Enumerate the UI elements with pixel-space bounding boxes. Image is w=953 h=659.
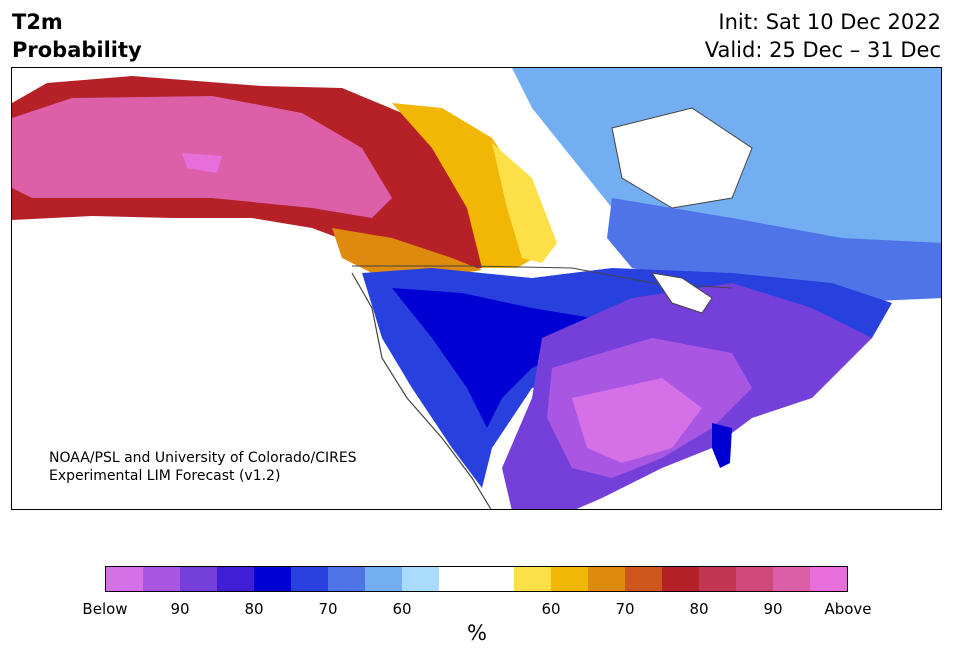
- probability-map: [11, 67, 942, 510]
- forecast-dates: Init: Sat 10 Dec 2022 Valid: 25 Dec – 31…: [705, 8, 941, 64]
- credit-text: NOAA/PSL and University of Colorado/CIRE…: [49, 449, 357, 485]
- colorbar-swatch: [661, 567, 699, 591]
- coastline-west: [351, 272, 492, 509]
- colorbar-tick-label: Above: [824, 600, 872, 618]
- colorbar-tick-label: 80: [689, 600, 709, 618]
- region-florida: [712, 423, 732, 468]
- title-line-1: T2m: [12, 10, 63, 34]
- great-lakes: [650, 272, 713, 314]
- colorbar-tick-label: 90: [763, 600, 783, 618]
- colorbar-tick-label: 60: [392, 600, 412, 618]
- colorbar-swatch: [439, 567, 477, 591]
- colorbar-swatch: [550, 567, 588, 591]
- map-title: T2m Probability: [12, 8, 142, 64]
- colorbar-swatch: [365, 567, 403, 591]
- title-line-2: Probability: [12, 38, 142, 62]
- colorbar-swatch: [143, 567, 181, 591]
- colorbar-tick-label: 70: [318, 600, 338, 618]
- credit-line-2: Experimental LIM Forecast (v1.2): [49, 468, 281, 484]
- colorbar-swatch: [476, 567, 514, 591]
- colorbar-units: %: [467, 621, 487, 645]
- colorbar-tick-label: 70: [615, 600, 635, 618]
- colorbar-tick-label: 90: [170, 600, 190, 618]
- region-prairie-edge: [492, 143, 557, 263]
- colorbar-swatch: [106, 567, 144, 591]
- colorbar-swatch: [402, 567, 440, 591]
- colorbar-swatch: [217, 567, 255, 591]
- credit-line-1: NOAA/PSL and University of Colorado/CIRE…: [49, 450, 357, 466]
- colorbar-swatch: [328, 567, 366, 591]
- colorbar-legend: [105, 566, 848, 592]
- colorbar-swatch: [809, 567, 847, 591]
- hudson-bay: [611, 107, 753, 209]
- colorbar-tick-label: Below: [82, 600, 128, 618]
- colorbar-swatch: [513, 567, 551, 591]
- map-canvas: [12, 68, 941, 509]
- region-prairie-band: [392, 103, 552, 268]
- colorbar-swatch: [735, 567, 773, 591]
- colorbar-swatch: [180, 567, 218, 591]
- colorbar-swatch: [698, 567, 736, 591]
- colorbar-swatch: [772, 567, 810, 591]
- colorbar-swatch: [254, 567, 292, 591]
- region-rockies-core: [392, 288, 592, 428]
- region-texas-pink: [572, 378, 702, 463]
- colorbar-tick-label: 80: [244, 600, 264, 618]
- colorbar-swatch: [624, 567, 662, 591]
- region-alaska-core: [182, 153, 222, 173]
- colorbar-tick-label: 60: [541, 600, 561, 618]
- valid-period: Valid: 25 Dec – 31 Dec: [704, 38, 941, 62]
- init-date: Init: Sat 10 Dec 2022: [718, 10, 941, 34]
- colorbar-swatch: [291, 567, 329, 591]
- colorbar-swatch: [587, 567, 625, 591]
